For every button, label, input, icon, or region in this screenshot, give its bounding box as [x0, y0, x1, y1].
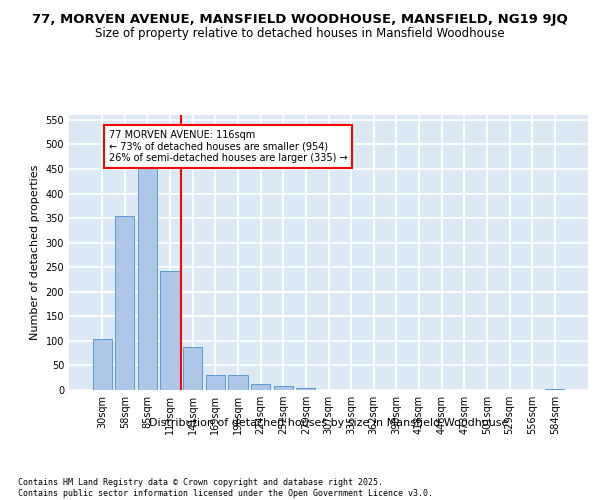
Text: Contains HM Land Registry data © Crown copyright and database right 2025.
Contai: Contains HM Land Registry data © Crown c…: [18, 478, 433, 498]
Text: Distribution of detached houses by size in Mansfield Woodhouse: Distribution of detached houses by size …: [149, 418, 508, 428]
Bar: [160, 270, 180, 390]
Bar: [251, 384, 270, 390]
Bar: [183, 347, 202, 390]
Text: 77 MORVEN AVENUE: 116sqm
← 73% of detached houses are smaller (954)
26% of semi-: 77 MORVEN AVENUE: 116sqm ← 73% of detach…: [109, 130, 347, 163]
Bar: [92, 340, 112, 390]
Bar: [206, 376, 225, 390]
Bar: [274, 386, 293, 390]
Bar: [296, 388, 316, 390]
Bar: [229, 376, 248, 390]
Text: 77, MORVEN AVENUE, MANSFIELD WOODHOUSE, MANSFIELD, NG19 9JQ: 77, MORVEN AVENUE, MANSFIELD WOODHOUSE, …: [32, 12, 568, 26]
Text: Size of property relative to detached houses in Mansfield Woodhouse: Size of property relative to detached ho…: [95, 28, 505, 40]
Bar: [545, 388, 565, 390]
Bar: [138, 166, 157, 390]
Bar: [115, 216, 134, 390]
Y-axis label: Number of detached properties: Number of detached properties: [30, 165, 40, 340]
